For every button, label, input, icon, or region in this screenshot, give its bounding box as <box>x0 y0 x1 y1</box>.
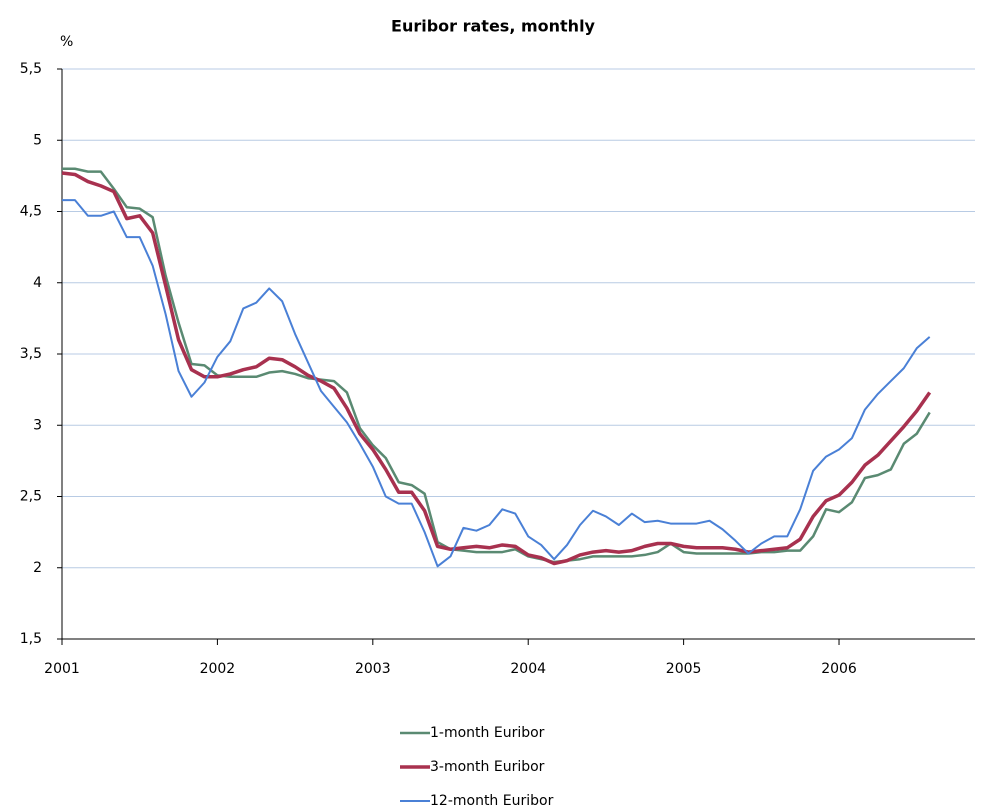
y-tick-label: 2 <box>33 560 42 576</box>
chart-title: Euribor rates, monthly <box>391 17 596 36</box>
y-tick-label: 4 <box>33 275 42 291</box>
y-tick-label: 5 <box>33 132 42 148</box>
x-tick-label: 2003 <box>355 661 391 677</box>
y-tick-label: 5,5 <box>20 61 42 77</box>
y-tick-label: 3 <box>33 417 42 433</box>
y-tick-label: 3,5 <box>20 346 42 362</box>
series-line <box>62 199 931 568</box>
x-tick-label: 2001 <box>44 661 80 677</box>
x-tick-label: 2004 <box>510 661 546 677</box>
y-axis-label: % <box>60 34 73 50</box>
series-line <box>61 171 932 566</box>
x-tick-label: 2002 <box>200 661 236 677</box>
y-tick-label: 1,5 <box>20 631 42 647</box>
y-tick-label: 4,5 <box>20 204 42 220</box>
x-tick-label: 2006 <box>821 661 857 677</box>
legend-label: 12-month Euribor <box>430 793 554 809</box>
series-line <box>62 167 931 564</box>
y-tick-label: 2,5 <box>20 489 42 505</box>
legend-label: 3-month Euribor <box>430 759 545 775</box>
legend-label: 1-month Euribor <box>430 725 545 741</box>
x-tick-label: 2005 <box>666 661 702 677</box>
